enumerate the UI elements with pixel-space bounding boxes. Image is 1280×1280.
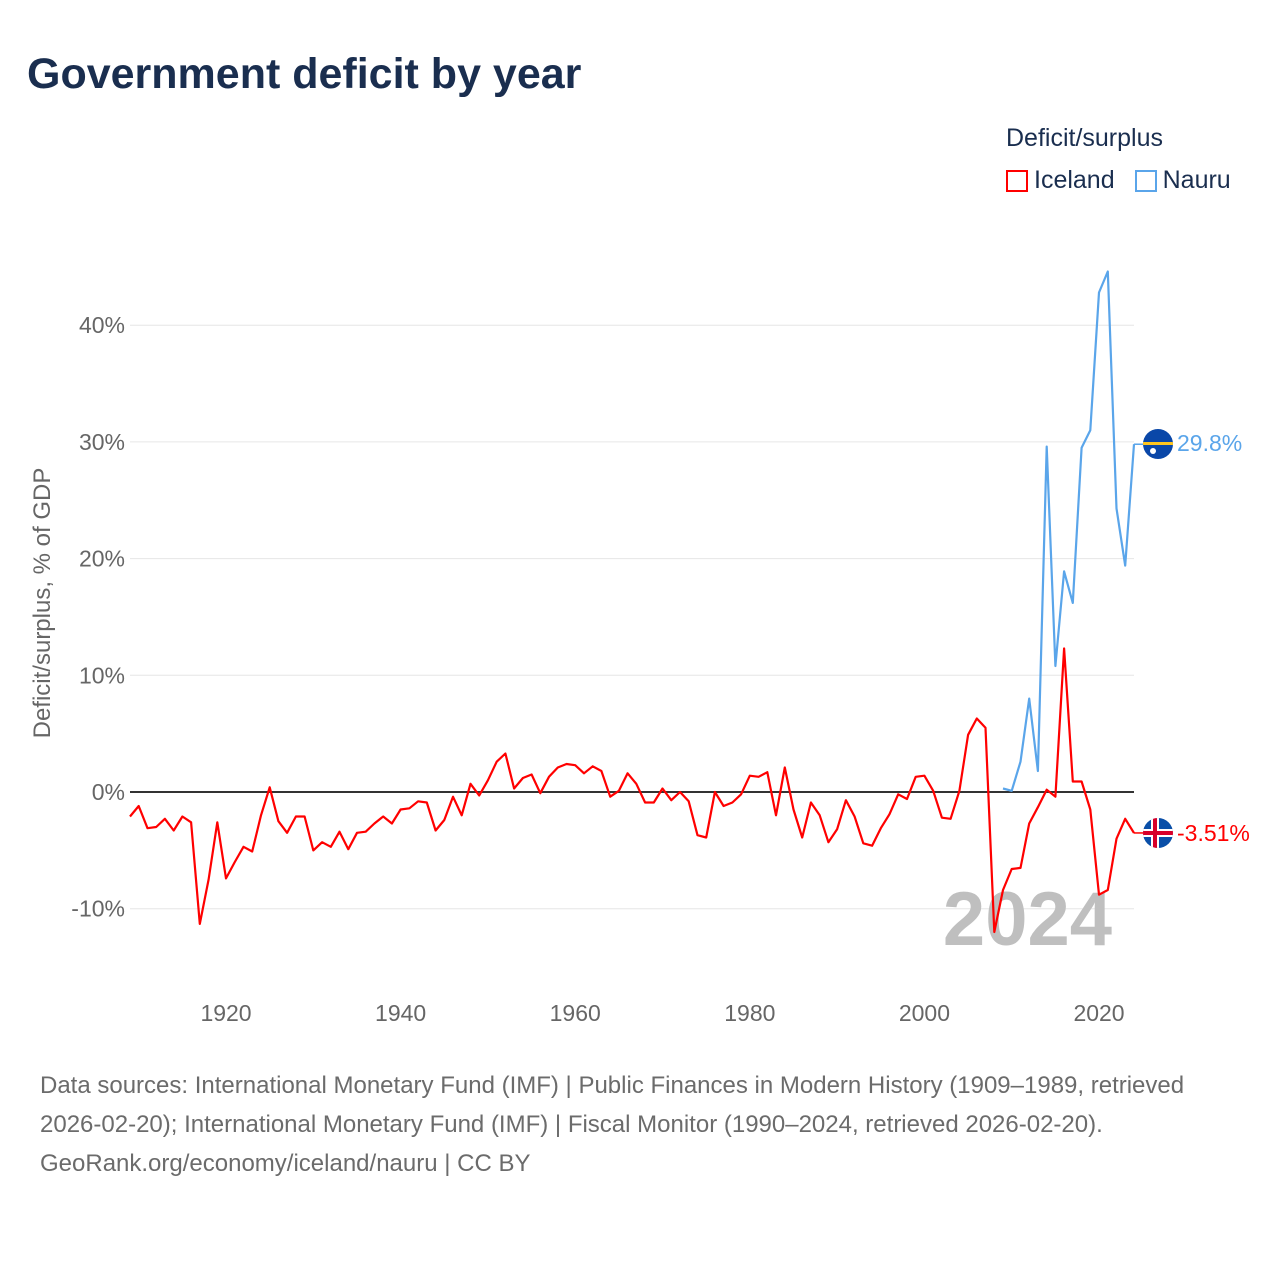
x-tick-label: 1960 [550,1000,601,1026]
data-sources: Data sources: International Monetary Fun… [40,1072,1185,1138]
chart-plot: -10% 0% 10% 20% 30% 40% 1920 1940 1960 1980 2000 20… [29,270,1250,1026]
nauru-flag-icon [1143,429,1173,459]
legend-item-nauru[interactable]: Nauru [1134,166,1231,195]
chart-title: Government deficit by year [27,50,582,98]
footer: Data sources: International Monetary Fun… [40,1066,1240,1183]
legend-label-nauru: Nauru [1162,166,1231,194]
x-tick-label: 2000 [899,1000,950,1026]
y-tick-label: -10% [71,896,125,922]
y-tick-label: 20% [79,546,125,572]
x-tick-label: 1940 [375,1000,426,1026]
nauru-end-label: 29.8% [1177,430,1242,456]
series-line-iceland [129,647,1135,934]
series-line-nauru [1002,270,1136,792]
y-tick-label: 0% [92,779,125,805]
iceland-end-label: -3.51% [1177,820,1250,846]
y-tick-label: 10% [79,662,125,688]
legend-swatch-nauru [1134,169,1157,192]
y-axis-label: Deficit/surplus, % of GDP [29,468,56,739]
legend-label-iceland: Iceland [1034,166,1115,194]
legend: Iceland Nauru [1006,166,1231,195]
credit-link[interactable]: GeoRank.org/economy/iceland/nauru | CC B… [40,1150,531,1177]
x-tick-label: 2020 [1073,1000,1124,1026]
legend-title: Deficit/surplus [1006,124,1163,152]
x-tick-label: 1920 [200,1000,251,1026]
iceland-flag-icon [1143,818,1173,848]
y-tick-label: 40% [79,312,125,338]
y-tick-label: 30% [79,429,125,455]
legend-swatch-iceland [1006,169,1028,192]
year-watermark: 2024 [943,877,1112,962]
x-tick-label: 1980 [724,1000,775,1026]
legend-item-iceland[interactable]: Iceland [1006,166,1115,195]
